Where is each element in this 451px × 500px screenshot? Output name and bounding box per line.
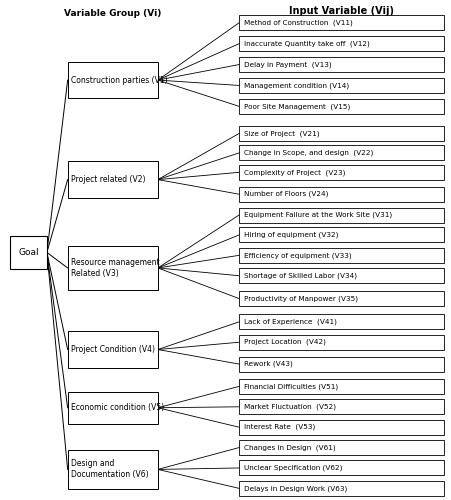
FancyBboxPatch shape [68,450,158,489]
FancyBboxPatch shape [239,208,444,222]
FancyBboxPatch shape [239,420,444,434]
Text: Project Location  (V42): Project Location (V42) [244,339,326,345]
FancyBboxPatch shape [10,236,47,269]
Text: Changes in Design  (V61): Changes in Design (V61) [244,444,335,451]
FancyBboxPatch shape [68,162,158,198]
Text: Financial Difficulties (V51): Financial Difficulties (V51) [244,383,338,390]
FancyBboxPatch shape [239,379,444,394]
Text: Goal: Goal [18,248,39,257]
FancyBboxPatch shape [239,460,444,475]
Text: Management condition (V14): Management condition (V14) [244,82,349,88]
FancyBboxPatch shape [239,78,444,93]
FancyBboxPatch shape [239,400,444,414]
Text: Design and
Documentation (V6): Design and Documentation (V6) [71,460,149,479]
Text: Equipment Failure at the Work Site (V31): Equipment Failure at the Work Site (V31) [244,212,391,218]
Text: Input Variable (Vij): Input Variable (Vij) [289,6,394,16]
FancyBboxPatch shape [239,146,444,160]
Text: Delay in Payment  (V13): Delay in Payment (V13) [244,62,331,68]
FancyBboxPatch shape [68,392,158,424]
Text: Poor Site Management  (V15): Poor Site Management (V15) [244,103,350,110]
Text: Rework (V43): Rework (V43) [244,361,292,368]
Text: Variable Group (Vi): Variable Group (Vi) [64,8,161,18]
Text: Economic condition (V5): Economic condition (V5) [71,404,165,412]
Text: Project related (V2): Project related (V2) [71,175,146,184]
Text: Market Fluctuation  (V52): Market Fluctuation (V52) [244,404,336,410]
FancyBboxPatch shape [239,57,444,72]
Text: Shortage of Skilled Labor (V34): Shortage of Skilled Labor (V34) [244,272,357,279]
Text: Hiring of equipment (V32): Hiring of equipment (V32) [244,232,338,238]
FancyBboxPatch shape [239,334,444,350]
FancyBboxPatch shape [239,228,444,242]
FancyBboxPatch shape [239,481,444,496]
FancyBboxPatch shape [239,291,444,306]
Text: Change in Scope, and design  (V22): Change in Scope, and design (V22) [244,150,373,156]
FancyBboxPatch shape [239,248,444,263]
FancyBboxPatch shape [68,246,158,290]
FancyBboxPatch shape [239,36,444,51]
Text: Interest Rate  (V53): Interest Rate (V53) [244,424,315,430]
FancyBboxPatch shape [239,99,444,114]
Text: Lack of Experience  (V41): Lack of Experience (V41) [244,318,336,325]
FancyBboxPatch shape [68,332,158,368]
FancyBboxPatch shape [239,356,444,372]
Text: Delays in Design Work (V63): Delays in Design Work (V63) [244,485,347,492]
Text: Method of Construction  (V11): Method of Construction (V11) [244,20,352,26]
Text: Efficiency of equipment (V33): Efficiency of equipment (V33) [244,252,351,258]
Text: Project Condition (V4): Project Condition (V4) [71,345,155,354]
Text: Productivity of Manpower (V35): Productivity of Manpower (V35) [244,296,358,302]
FancyBboxPatch shape [239,440,444,455]
FancyBboxPatch shape [239,126,444,141]
FancyBboxPatch shape [239,186,444,202]
FancyBboxPatch shape [68,62,158,98]
Text: Inaccurate Quantity take off  (V12): Inaccurate Quantity take off (V12) [244,40,369,47]
FancyBboxPatch shape [239,16,444,30]
FancyBboxPatch shape [239,165,444,180]
Text: Size of Project  (V21): Size of Project (V21) [244,130,319,136]
Text: Number of Floors (V24): Number of Floors (V24) [244,191,328,198]
FancyBboxPatch shape [239,268,444,283]
Text: Resource management
Related (V3): Resource management Related (V3) [71,258,160,278]
Text: Unclear Specification (V62): Unclear Specification (V62) [244,464,342,471]
Text: Construction parties (V1): Construction parties (V1) [71,76,168,84]
Text: Complexity of Project  (V23): Complexity of Project (V23) [244,169,345,175]
FancyBboxPatch shape [239,314,444,330]
